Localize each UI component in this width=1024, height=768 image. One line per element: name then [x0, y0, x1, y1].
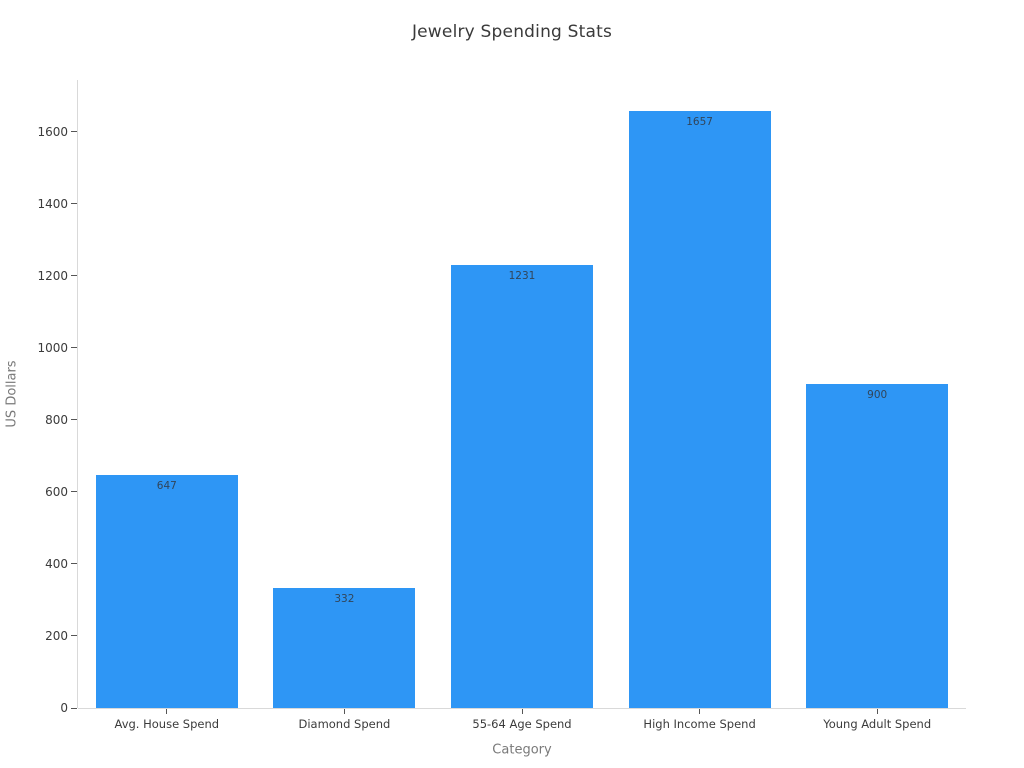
- y-tick-mark: [71, 707, 77, 709]
- y-tick-label: 1600: [37, 124, 68, 139]
- x-tick-label: 55-64 Age Spend: [472, 717, 572, 731]
- chart-title: Jewelry Spending Stats: [411, 22, 613, 42]
- y-tick-mark: [71, 491, 77, 493]
- y-tick-label: 200: [45, 628, 68, 643]
- x-tick-label: Young Adult Spend: [823, 717, 932, 731]
- bar-3: [628, 111, 771, 708]
- y-tick-mark: [71, 275, 77, 277]
- x-tick-mark: [699, 709, 701, 714]
- bar-value-label: 332: [334, 593, 355, 606]
- y-tick-label: 0: [60, 701, 68, 715]
- y-tick-label: 1000: [37, 340, 68, 355]
- x-axis-title: Category: [492, 742, 552, 758]
- bar-4: [806, 383, 949, 708]
- bar-value-label: 900: [867, 388, 888, 401]
- bar-2: [450, 264, 594, 708]
- bar-0: [95, 475, 238, 708]
- y-tick-label: 800: [45, 412, 68, 427]
- y-tick-mark: [71, 203, 77, 205]
- bar-value-label: 1657: [686, 116, 713, 129]
- y-tick-label: 400: [45, 556, 68, 571]
- x-tick-mark: [876, 709, 878, 714]
- y-tick-mark: [71, 347, 77, 349]
- y-tick-mark: [71, 635, 77, 637]
- y-axis-line: [77, 80, 78, 708]
- y-tick-label: 1400: [37, 196, 68, 211]
- y-tick-label: 600: [45, 484, 68, 499]
- bar-1: [273, 588, 416, 708]
- x-tick-label: Diamond Spend: [298, 717, 391, 731]
- y-tick-label: 1200: [37, 268, 68, 283]
- bar-value-label: 647: [156, 480, 177, 493]
- y-axis-title: US Dollars: [4, 360, 20, 428]
- x-tick-label: Avg. House Spend: [114, 717, 220, 731]
- y-tick-mark: [71, 131, 77, 133]
- x-tick-mark: [521, 709, 523, 714]
- x-tick-mark: [343, 709, 345, 714]
- bar-value-label: 1231: [508, 269, 536, 282]
- x-tick-mark: [166, 709, 168, 714]
- x-tick-label: High Income Spend: [643, 717, 756, 731]
- x-axis-line: [78, 708, 966, 709]
- y-tick-mark: [71, 419, 77, 421]
- y-tick-mark: [71, 563, 77, 565]
